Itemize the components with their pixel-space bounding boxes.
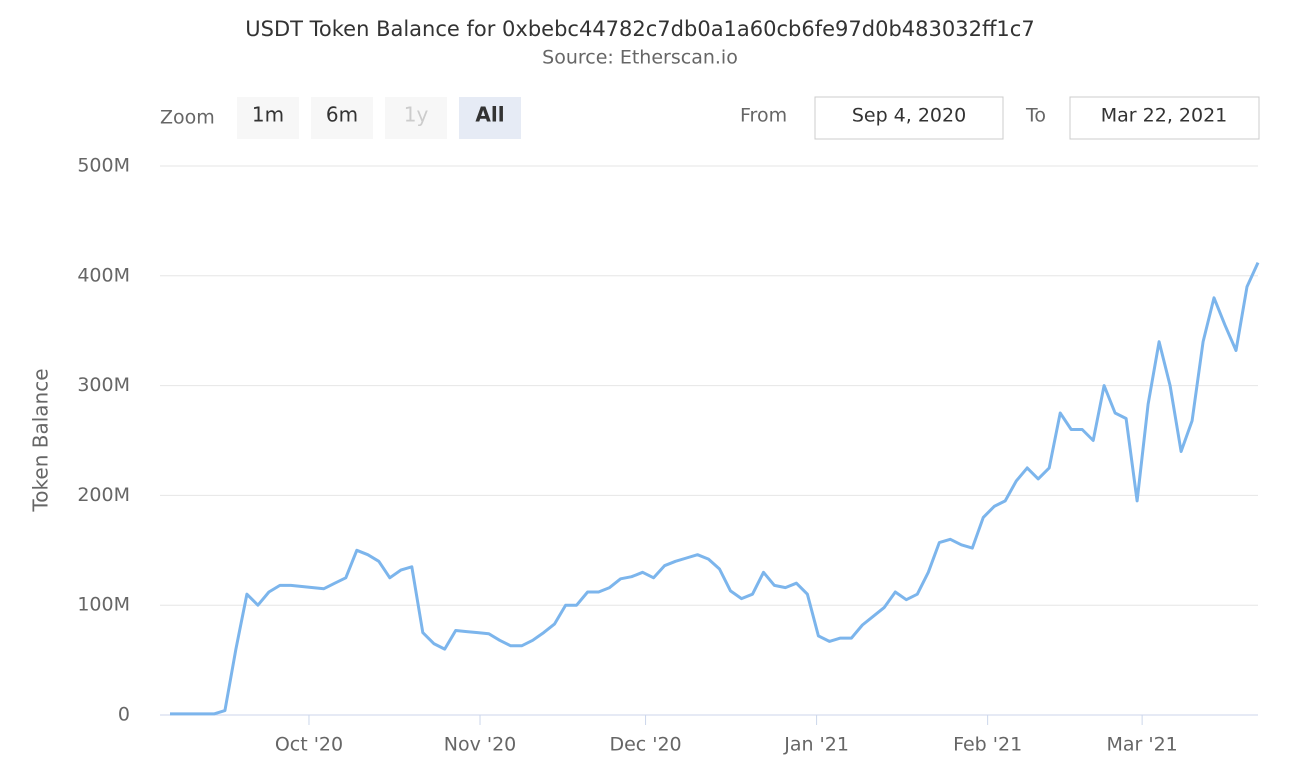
x-tick-label: Oct '20 [275,734,343,756]
x-tick-label: Feb '21 [953,734,1022,756]
x-tick-label: Mar '21 [1106,734,1177,756]
y-tick-label: 500M [77,155,130,177]
y-tick-label: 200M [77,484,130,506]
zoom-button-label: 1y [404,103,429,127]
y-tick-label: 100M [77,594,130,616]
to-value[interactable]: Mar 22, 2021 [1101,105,1228,127]
y-tick-label: 0 [118,704,130,726]
zoom-button[interactable] [311,97,373,139]
chart-subtitle: Source: Etherscan.io [542,47,738,69]
zoom-button[interactable] [459,97,521,139]
to-label: To [1025,105,1046,127]
chart-title: USDT Token Balance for 0xbebc44782c7db0a… [245,17,1034,41]
y-tick-label: 300M [77,374,130,396]
from-input[interactable] [814,96,1004,140]
zoom-button-label[interactable]: 6m [326,103,358,127]
zoom-button[interactable] [237,97,299,139]
zoom-label: Zoom [160,107,215,129]
zoom-button-label[interactable]: All [475,103,504,127]
zoom-button-label[interactable]: 1m [252,103,284,127]
y-tick-label: 400M [77,264,130,286]
x-tick-label: Dec '20 [609,734,681,756]
x-tick-label: Nov '20 [444,734,517,756]
x-tick-label: Jan '21 [783,734,849,756]
to-input[interactable] [1069,96,1260,140]
from-value[interactable]: Sep 4, 2020 [852,105,966,127]
zoom-button [385,97,447,139]
y-axis-title: Token Balance [29,368,53,512]
from-label: From [740,105,787,127]
data-line [170,261,1260,716]
